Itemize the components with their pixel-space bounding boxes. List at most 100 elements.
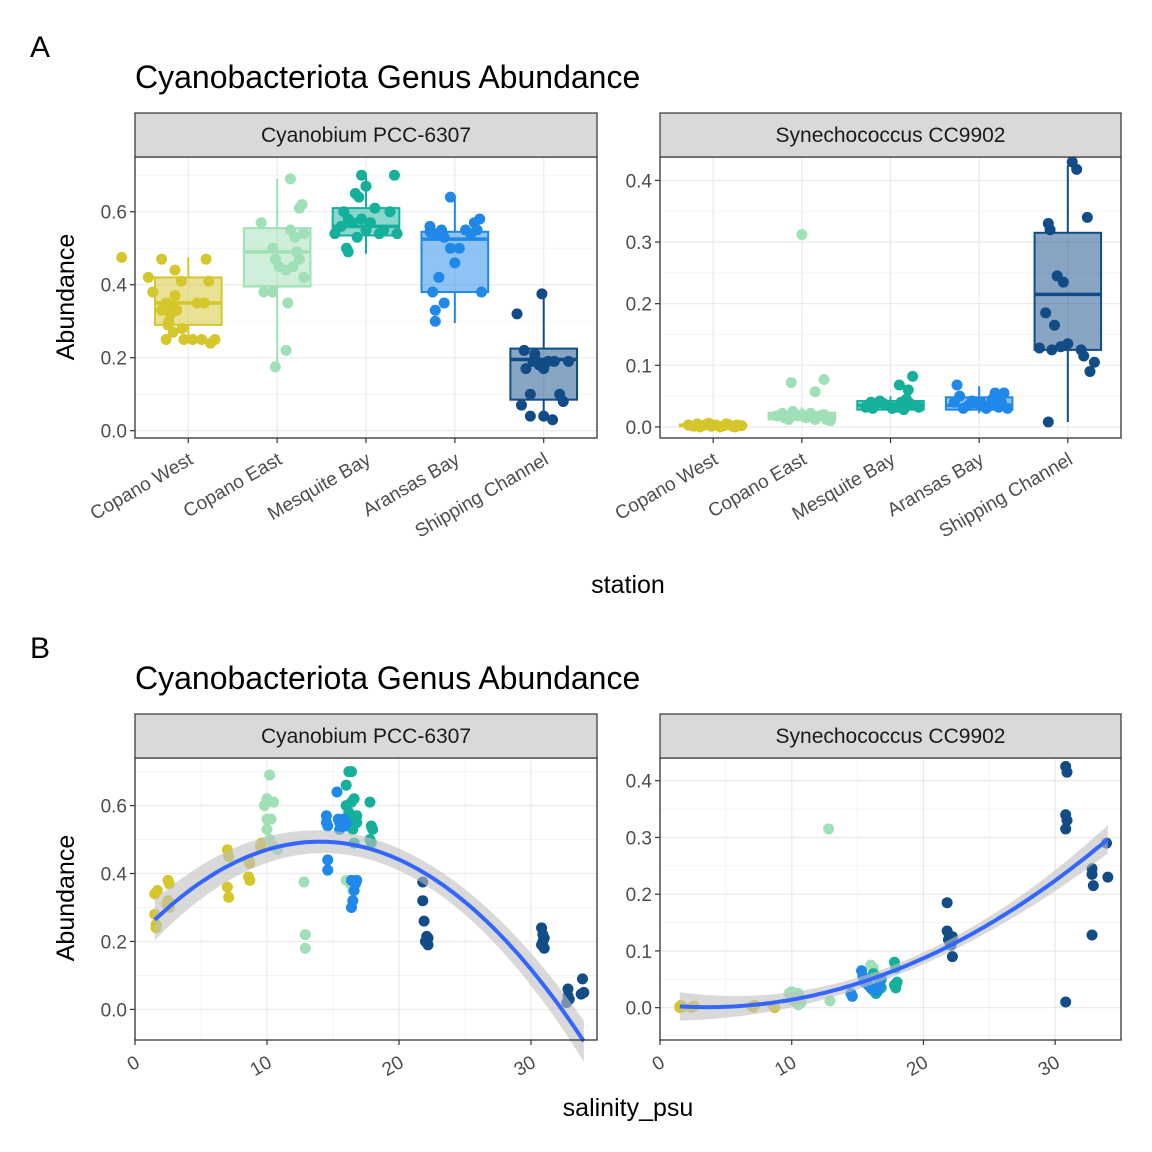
- data-point: [264, 769, 276, 781]
- y-tick-label: 0.6: [101, 203, 127, 224]
- data-point: [289, 231, 301, 243]
- data-point: [474, 213, 486, 225]
- y-tick-label: 0.2: [101, 932, 127, 953]
- data-point: [893, 379, 905, 391]
- data-point: [995, 396, 1007, 408]
- data-point: [1042, 416, 1054, 428]
- data-point: [823, 823, 835, 835]
- data-point: [221, 881, 233, 893]
- data-point: [1046, 344, 1058, 356]
- data-point: [322, 820, 334, 832]
- data-point: [547, 414, 559, 426]
- data-point: [322, 854, 334, 866]
- y-tick-label: 0.0: [626, 418, 652, 439]
- data-point: [293, 253, 305, 265]
- data-point: [438, 297, 450, 309]
- data-point: [518, 344, 530, 356]
- data-point: [351, 874, 363, 886]
- data-point: [902, 384, 914, 396]
- chart-title-a: Cyanobacteriota Genus Abundance: [135, 59, 640, 95]
- data-point: [1084, 365, 1096, 377]
- data-point: [391, 228, 403, 240]
- smooth-line: [153, 839, 586, 1043]
- data-point: [729, 421, 741, 433]
- data-point: [809, 386, 821, 398]
- data-point: [265, 813, 277, 825]
- data-point: [147, 286, 159, 298]
- data-point: [299, 942, 311, 954]
- data-point: [167, 326, 179, 338]
- data-point: [200, 253, 212, 265]
- data-point: [338, 206, 350, 218]
- panel-tag-a: A: [30, 31, 50, 64]
- data-point: [280, 344, 292, 356]
- data-point: [529, 348, 541, 360]
- data-point: [244, 874, 256, 886]
- data-point: [1033, 342, 1045, 354]
- data-point: [340, 779, 352, 791]
- data-point: [476, 286, 487, 298]
- data-point: [1086, 929, 1098, 941]
- data-point: [824, 415, 836, 427]
- data-point: [196, 333, 208, 345]
- data-point: [384, 206, 396, 218]
- smooth-line: [679, 837, 1110, 1010]
- data-point: [818, 373, 830, 385]
- data-point: [339, 820, 351, 832]
- data-point: [520, 363, 532, 375]
- y-tick-label: 0.3: [626, 233, 652, 254]
- data-point: [345, 901, 357, 913]
- data-point: [367, 823, 379, 835]
- data-point: [299, 929, 311, 941]
- data-point: [951, 379, 963, 391]
- data-point: [557, 396, 569, 408]
- data-point: [941, 897, 953, 909]
- data-point: [548, 355, 560, 367]
- data-point: [427, 286, 439, 298]
- data-point: [536, 288, 548, 300]
- data-point: [178, 333, 190, 345]
- data-point: [890, 982, 902, 994]
- facet-strip-label: Cyanobium PCC-6307: [261, 725, 471, 748]
- data-point: [471, 224, 483, 236]
- data-point: [1087, 880, 1099, 892]
- data-point: [353, 191, 365, 203]
- data-point: [373, 228, 385, 240]
- data-point: [913, 401, 925, 413]
- data-point: [335, 220, 347, 232]
- data-point: [345, 766, 357, 778]
- data-point: [1086, 868, 1098, 880]
- x-axis-title-a: station: [591, 571, 665, 599]
- y-tick-label: 0.6: [101, 797, 127, 818]
- data-point: [429, 315, 441, 327]
- data-point: [169, 264, 181, 276]
- y-tick-label: 0.2: [626, 885, 652, 906]
- facet-strip-label: Synechococcus CC9902: [776, 725, 1006, 748]
- data-point: [867, 402, 879, 414]
- y-tick-label: 0.1: [626, 356, 652, 377]
- data-point: [978, 401, 990, 413]
- data-point: [1040, 307, 1052, 319]
- data-point: [1102, 871, 1114, 883]
- data-point: [284, 173, 296, 185]
- facet-strip-label: Synechococcus CC9902: [776, 124, 1006, 147]
- y-tick-label: 0.2: [101, 349, 127, 370]
- data-point: [209, 333, 221, 345]
- confidence-band: [154, 830, 584, 1062]
- data-point: [171, 304, 183, 316]
- y-tick-label: 0.4: [101, 865, 128, 886]
- data-point: [364, 217, 376, 229]
- data-point: [449, 257, 461, 269]
- data-point: [351, 231, 363, 243]
- data-point: [198, 297, 210, 309]
- data-point: [296, 198, 308, 210]
- data-point: [298, 876, 310, 888]
- data-point: [436, 224, 448, 236]
- y-tick-label: 0.0: [101, 1000, 127, 1021]
- y-tick-label: 0.0: [101, 422, 127, 443]
- data-point: [175, 275, 187, 287]
- data-point: [360, 180, 372, 192]
